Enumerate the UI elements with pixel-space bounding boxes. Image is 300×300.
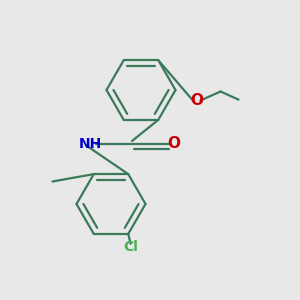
Text: NH: NH (78, 137, 102, 151)
Text: Cl: Cl (123, 240, 138, 254)
Text: O: O (167, 136, 180, 152)
Text: O: O (190, 93, 203, 108)
